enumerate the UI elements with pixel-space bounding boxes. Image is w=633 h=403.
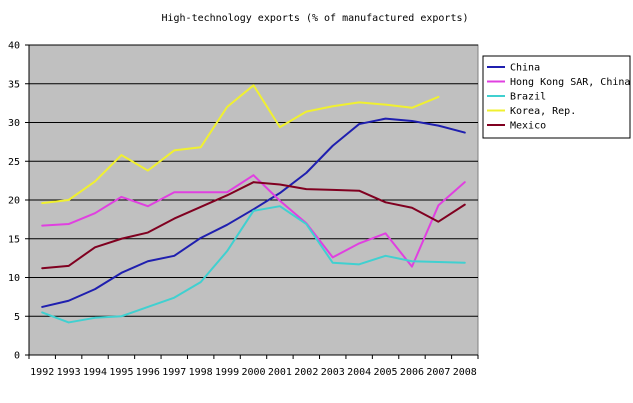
y-tick-label: 25: [8, 157, 20, 168]
y-tick-label: 10: [8, 273, 20, 284]
x-tick-label: 2001: [268, 367, 292, 378]
x-tick-label: 2003: [321, 367, 345, 378]
x-tick-label: 1997: [162, 367, 186, 378]
series-line-korea-rep: [41, 84, 440, 205]
series-line-china: [41, 117, 466, 308]
x-tick-label: 1992: [30, 367, 54, 378]
x-tick-label: 2005: [374, 367, 398, 378]
legend: China Hong Kong SAR, China Brazil Korea, Re…: [482, 55, 631, 139]
legend-label: Mexico: [510, 121, 546, 132]
legend-box: [482, 55, 631, 139]
x-tick-label: 1998: [189, 367, 213, 378]
x-tick-label: 2006: [400, 367, 424, 378]
legend-label: Brazil: [510, 92, 546, 103]
x-tick-label: 2000: [241, 367, 265, 378]
series-line-mexico: [41, 181, 466, 270]
chart-title: High-technology exports (% of manufactur…: [161, 13, 468, 24]
y-tick-label: 35: [8, 79, 20, 90]
legend-label: Korea, Rep.: [510, 106, 576, 117]
y-axis: 0 5 10 15 20 25 30 35 40: [8, 41, 30, 362]
x-axis: 1992 1993 1994 1995 1996 1997 1998 1999 2000 2001…: [28, 354, 479, 378]
plot-area: [28, 44, 479, 356]
legend-label: China: [510, 63, 540, 74]
series-line-hong-kong-sar-china: [41, 174, 466, 268]
x-tick-label: 2004: [347, 367, 371, 378]
x-tick-label: 2002: [294, 367, 318, 378]
x-tick-label: 1995: [109, 367, 133, 378]
x-tick-label: 1999: [215, 367, 239, 378]
y-tick-label: 15: [8, 234, 20, 245]
x-tick-label: 2008: [453, 367, 477, 378]
y-tick-label: 5: [14, 312, 20, 323]
x-tick-label: 2007: [426, 367, 450, 378]
series-layer: [41, 84, 466, 324]
series-line-brazil: [41, 205, 466, 324]
legend-label: Hong Kong SAR, China: [510, 77, 630, 88]
y-tick-label: 30: [8, 118, 20, 129]
y-tick-label: 0: [14, 351, 20, 362]
x-tick-label: 1996: [136, 367, 160, 378]
y-tick-label: 20: [8, 196, 20, 207]
x-tick-label: 1993: [57, 367, 81, 378]
y-tick-label: 40: [8, 41, 20, 52]
x-tick-label: 1994: [83, 367, 107, 378]
